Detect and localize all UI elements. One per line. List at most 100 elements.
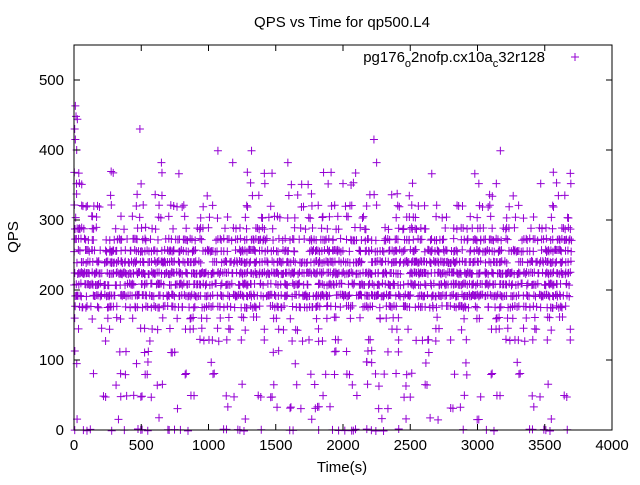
data-point — [558, 313, 567, 322]
x-tick-label: 500 — [129, 437, 154, 454]
data-point — [532, 302, 541, 311]
data-point — [242, 224, 251, 233]
data-point — [213, 146, 222, 155]
data-point — [533, 236, 542, 245]
data-point — [410, 247, 419, 256]
data-point — [475, 314, 484, 323]
data-point — [143, 426, 152, 435]
data-point — [462, 335, 471, 344]
data-point — [401, 381, 410, 390]
data-point — [439, 235, 448, 244]
data-point — [505, 336, 514, 345]
data-point — [471, 281, 480, 290]
y-tick-label: 200 — [39, 282, 64, 299]
data-point — [252, 257, 261, 266]
data-point — [168, 302, 177, 311]
data-point — [222, 391, 231, 400]
data-point — [158, 380, 167, 389]
data-point — [186, 234, 195, 243]
data-point — [121, 370, 130, 379]
data-point — [73, 115, 82, 124]
data-point — [398, 225, 407, 234]
data-point — [268, 169, 277, 178]
data-point — [421, 302, 430, 311]
data-point — [367, 269, 376, 278]
data-point — [456, 403, 465, 412]
data-point — [386, 291, 395, 300]
data-point — [331, 347, 340, 356]
data-point — [496, 391, 505, 400]
data-point — [268, 257, 277, 266]
data-point — [381, 223, 390, 232]
legend-label-sub2: c — [493, 58, 499, 70]
data-point — [196, 258, 205, 267]
data-point — [173, 314, 182, 323]
data-point — [222, 335, 231, 344]
data-point — [186, 314, 195, 323]
data-point — [138, 303, 147, 312]
data-point — [190, 391, 199, 400]
data-point — [153, 381, 162, 390]
data-point — [97, 324, 106, 333]
data-point — [347, 201, 356, 210]
data-point — [246, 178, 255, 187]
data-point — [357, 257, 366, 266]
data-point — [227, 236, 236, 245]
data-point — [256, 291, 265, 300]
data-point — [406, 393, 415, 402]
data-point — [409, 235, 418, 244]
data-point — [132, 201, 141, 210]
data-point — [75, 246, 84, 255]
data-point — [433, 313, 442, 322]
data-point — [505, 202, 514, 211]
legend-marker — [571, 53, 579, 61]
data-point — [349, 426, 358, 435]
data-point — [310, 380, 319, 389]
data-point — [221, 224, 230, 233]
data-point — [347, 181, 356, 189]
data-point — [351, 169, 360, 178]
data-point — [340, 426, 349, 435]
data-point — [393, 189, 402, 198]
data-point — [228, 158, 237, 167]
data-point — [287, 180, 296, 189]
data-point — [344, 280, 353, 289]
data-point — [302, 259, 311, 268]
data-point — [562, 392, 571, 401]
data-point — [509, 191, 518, 200]
data-point — [318, 337, 327, 346]
data-point — [117, 246, 126, 255]
data-point — [154, 213, 163, 222]
data-point — [105, 325, 114, 334]
data-point — [434, 415, 443, 424]
data-point — [207, 358, 216, 367]
data-point — [137, 179, 146, 188]
data-point — [247, 269, 256, 278]
data-point — [317, 269, 326, 278]
legend-label-end: 32r128 — [498, 49, 545, 66]
data-point — [179, 201, 188, 210]
data-point — [564, 214, 573, 223]
data-point — [396, 270, 405, 279]
data-point — [146, 235, 155, 244]
data-point — [348, 380, 357, 389]
y-tick-label: 300 — [39, 212, 64, 229]
data-point — [294, 290, 303, 299]
data-point — [288, 337, 297, 346]
data-point — [251, 258, 260, 267]
data-point — [484, 281, 493, 290]
data-point — [213, 324, 222, 333]
data-point — [88, 212, 97, 221]
data-point — [239, 426, 248, 435]
data-point — [268, 224, 277, 233]
data-point — [566, 336, 575, 345]
data-point — [423, 269, 432, 278]
data-point — [194, 257, 203, 266]
data-point — [307, 415, 316, 424]
data-point — [328, 258, 337, 267]
data-point — [449, 234, 458, 243]
data-point — [318, 280, 327, 289]
x-tick-label: 1500 — [259, 437, 292, 454]
data-point — [506, 269, 515, 278]
data-point — [76, 291, 85, 300]
